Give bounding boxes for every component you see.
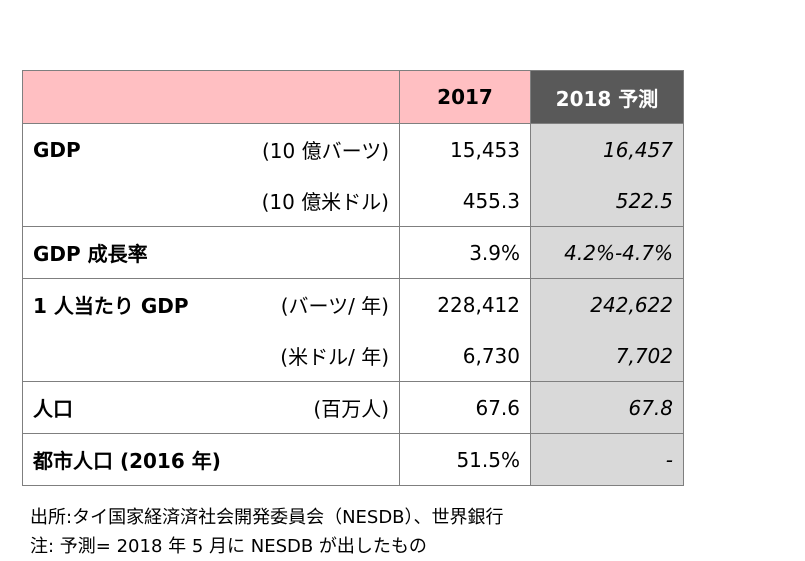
forecast-note: 注: 予測= 2018 年 5 月に NESDB が出したもの <box>30 536 427 557</box>
row-unit: (米ドル/ 年) <box>280 345 389 369</box>
value-2018: 4.2%-4.7% <box>564 240 673 265</box>
header-row: 2017 2018 予測 <box>22 70 684 124</box>
label-line: GDP 成長率 <box>23 227 399 278</box>
footnotes: 出所:タイ国家経済済社会開発委員会（NESDB）、世界銀行 注: 予測= 201… <box>30 503 504 561</box>
value-2018-cell: 4.2%-4.7% <box>530 226 684 279</box>
value-2017: 3.9% <box>469 240 520 265</box>
label-line: 都市人口 (2016 年) <box>23 434 399 485</box>
source-note: 出所:タイ国家経済済社会開発委員会（NESDB）、世界銀行 <box>30 507 504 528</box>
row-label: GDP 成長率 <box>33 242 148 266</box>
label-cell: 人口 (百万人) <box>22 381 400 434</box>
label-cell: GDP 成長率 <box>22 226 400 279</box>
row-label: 人口 <box>33 397 73 421</box>
gdp-table: 2017 2018 予測 GDP (10 億バーツ) (10 億米ドル) 15,… <box>22 70 684 486</box>
value-2017: 455.3 <box>462 188 520 213</box>
header-2017: 2017 <box>399 70 531 124</box>
value-2017-cell: 15,453 455.3 <box>399 123 531 227</box>
value-2017: 228,412 <box>437 292 520 317</box>
value-2018: 242,622 <box>590 292 673 317</box>
table-row-urban-population: 都市人口 (2016 年) 51.5% - <box>22 433 684 486</box>
value-2017: 15,453 <box>450 137 520 162</box>
table-row-gdp-per-capita: 1 人当たり GDP (バーツ/ 年) (米ドル/ 年) 228,412 6,7… <box>22 278 684 382</box>
row-label: 1 人当たり GDP <box>33 294 189 318</box>
value-2017-cell: 51.5% <box>399 433 531 486</box>
value-2017-cell: 67.6 <box>399 381 531 434</box>
value-2017-cell: 3.9% <box>399 226 531 279</box>
value-2018: 16,457 <box>603 137 673 162</box>
table-row-population: 人口 (百万人) 67.6 67.8 <box>22 381 684 434</box>
value-2017: 67.6 <box>475 395 520 420</box>
label-cell: 都市人口 (2016 年) <box>22 433 400 486</box>
value-2018-cell: 242,622 7,702 <box>530 278 684 382</box>
value-2018: 67.8 <box>628 395 673 420</box>
value-2018: 522.5 <box>615 188 673 213</box>
value-2017: 6,730 <box>462 343 520 368</box>
row-label: GDP <box>33 137 81 162</box>
label-line: GDP (10 億バーツ) <box>23 124 399 175</box>
value-2017-cell: 228,412 6,730 <box>399 278 531 382</box>
row-label: 都市人口 (2016 年) <box>33 449 221 473</box>
label-cell: 1 人当たり GDP (バーツ/ 年) (米ドル/ 年) <box>22 278 400 382</box>
value-2018-cell: 16,457 522.5 <box>530 123 684 227</box>
label-line: 1 人当たり GDP (バーツ/ 年) <box>23 279 399 330</box>
row-unit: (10 億バーツ) <box>261 139 389 163</box>
label-line: 人口 (百万人) <box>23 382 399 433</box>
label-line: (米ドル/ 年) <box>23 330 399 381</box>
value-2018: 7,702 <box>615 343 673 368</box>
value-2018-cell: 67.8 <box>530 381 684 434</box>
row-unit: (10 億米ドル) <box>261 190 389 214</box>
header-2018-forecast: 2018 予測 <box>530 70 684 124</box>
value-2018: - <box>665 447 673 472</box>
table-row-gdp: GDP (10 億バーツ) (10 億米ドル) 15,453 455.3 16,… <box>22 123 684 227</box>
header-blank-cell <box>22 70 400 124</box>
label-line: (10 億米ドル) <box>23 175 399 226</box>
table-row-gdp-growth: GDP 成長率 3.9% 4.2%-4.7% <box>22 226 684 279</box>
label-cell: GDP (10 億バーツ) (10 億米ドル) <box>22 123 400 227</box>
row-unit: (百万人) <box>313 397 389 421</box>
value-2017: 51.5% <box>456 447 520 472</box>
value-2018-cell: - <box>530 433 684 486</box>
row-unit: (バーツ/ 年) <box>280 294 389 318</box>
